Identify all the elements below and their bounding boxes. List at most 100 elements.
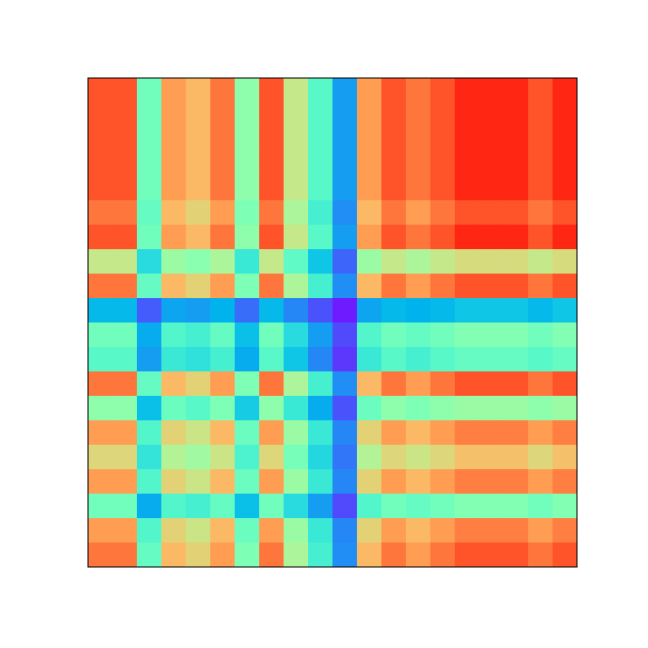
heatmap-cell: [503, 469, 529, 495]
heatmap-cell: [430, 126, 456, 152]
heatmap-cell: [332, 493, 358, 519]
heatmap-cell: [430, 542, 456, 568]
heatmap-cell: [454, 200, 480, 226]
heatmap-cell: [259, 420, 285, 446]
heatmap-cell: [308, 322, 333, 348]
heatmap-cell: [405, 273, 431, 299]
heatmap-cell: [503, 346, 529, 372]
heatmap-cell: [308, 78, 333, 103]
heatmap-cell: [185, 175, 211, 201]
heatmap-cell: [259, 493, 285, 519]
heatmap-cell: [136, 78, 162, 103]
heatmap-cell: [234, 493, 260, 519]
heatmap-cell: [88, 200, 113, 226]
heatmap-cell: [356, 273, 382, 299]
heatmap-cell: [185, 273, 211, 299]
heatmap-cell: [356, 371, 382, 397]
heatmap-cell: [259, 346, 285, 372]
heatmap-cell: [283, 224, 309, 250]
heatmap-cell: [528, 322, 554, 348]
heatmap-cell: [454, 420, 480, 446]
heatmap-cell: [503, 444, 529, 470]
heatmap-cell: [454, 224, 480, 250]
heatmap-cell: [185, 395, 211, 421]
heatmap-cell: [234, 346, 260, 372]
heatmap-cell: [479, 224, 505, 250]
heatmap-cell: [430, 420, 456, 446]
heatmap-cell: [136, 126, 162, 152]
heatmap-cell: [234, 273, 260, 299]
heatmap-cell: [283, 322, 309, 348]
heatmap-cell: [308, 469, 333, 495]
heatmap-cell: [479, 420, 505, 446]
heatmap-cell: [381, 371, 407, 397]
heatmap-cell: [405, 126, 431, 152]
heatmap-cell: [185, 371, 211, 397]
heatmap-cell: [503, 249, 529, 275]
heatmap-cell: [381, 346, 407, 372]
heatmap-cell: [356, 542, 382, 568]
heatmap-cell: [479, 78, 505, 103]
heatmap-cell: [430, 151, 456, 177]
heatmap-cell: [381, 395, 407, 421]
heatmap-cell: [161, 371, 187, 397]
heatmap-cell: [283, 175, 309, 201]
heatmap-cell: [332, 346, 358, 372]
heatmap-cell: [234, 371, 260, 397]
heatmap-cell: [528, 175, 554, 201]
heatmap-cell: [454, 493, 480, 519]
heatmap-cell: [503, 151, 529, 177]
heatmap-cell: [234, 542, 260, 568]
heatmap-cell: [552, 151, 578, 177]
heatmap-cell: [430, 371, 456, 397]
heatmap-cell: [283, 102, 309, 128]
heatmap-cell: [234, 518, 260, 544]
heatmap-cell: [185, 151, 211, 177]
heatmap-cell: [210, 102, 236, 128]
heatmap-cell: [136, 249, 162, 275]
heatmap-cell: [112, 346, 138, 372]
heatmap-cell: [283, 273, 309, 299]
heatmap-cell: [161, 444, 187, 470]
heatmap-cell: [308, 249, 333, 275]
heatmap-cell: [185, 102, 211, 128]
heatmap-cell: [308, 444, 333, 470]
heatmap-cell: [283, 371, 309, 397]
heatmap-cell: [332, 249, 358, 275]
heatmap-cell: [283, 200, 309, 226]
heatmap-cell: [405, 493, 431, 519]
heatmap-cell: [479, 371, 505, 397]
heatmap-cell: [552, 175, 578, 201]
heatmap-cell: [185, 444, 211, 470]
heatmap-cell: [185, 249, 211, 275]
heatmap-cell: [479, 298, 505, 323]
heatmap-cell: [234, 78, 260, 103]
heatmap-cell: [234, 444, 260, 470]
heatmap-cell: [234, 151, 260, 177]
heatmap-cell: [185, 298, 211, 323]
heatmap-cell: [234, 175, 260, 201]
heatmap-cell: [356, 249, 382, 275]
heatmap-cell: [454, 151, 480, 177]
heatmap-cell: [185, 518, 211, 544]
heatmap-cell: [210, 298, 236, 323]
heatmap-cell: [308, 371, 333, 397]
heatmap-cell: [259, 371, 285, 397]
heatmap-cell: [454, 395, 480, 421]
heatmap-cell: [210, 371, 236, 397]
heatmap-cell: [259, 102, 285, 128]
heatmap-cell: [88, 175, 113, 201]
heatmap-cell: [332, 395, 358, 421]
heatmap-cell: [332, 371, 358, 397]
heatmap-cell: [332, 298, 358, 323]
heatmap-cell: [234, 102, 260, 128]
heatmap-cell: [528, 395, 554, 421]
heatmap-cell: [136, 200, 162, 226]
heatmap-cell: [161, 175, 187, 201]
heatmap-cell: [552, 420, 578, 446]
heatmap-cell: [405, 395, 431, 421]
heatmap-cell: [259, 469, 285, 495]
heatmap-cell: [381, 175, 407, 201]
heatmap-cell: [552, 493, 578, 519]
